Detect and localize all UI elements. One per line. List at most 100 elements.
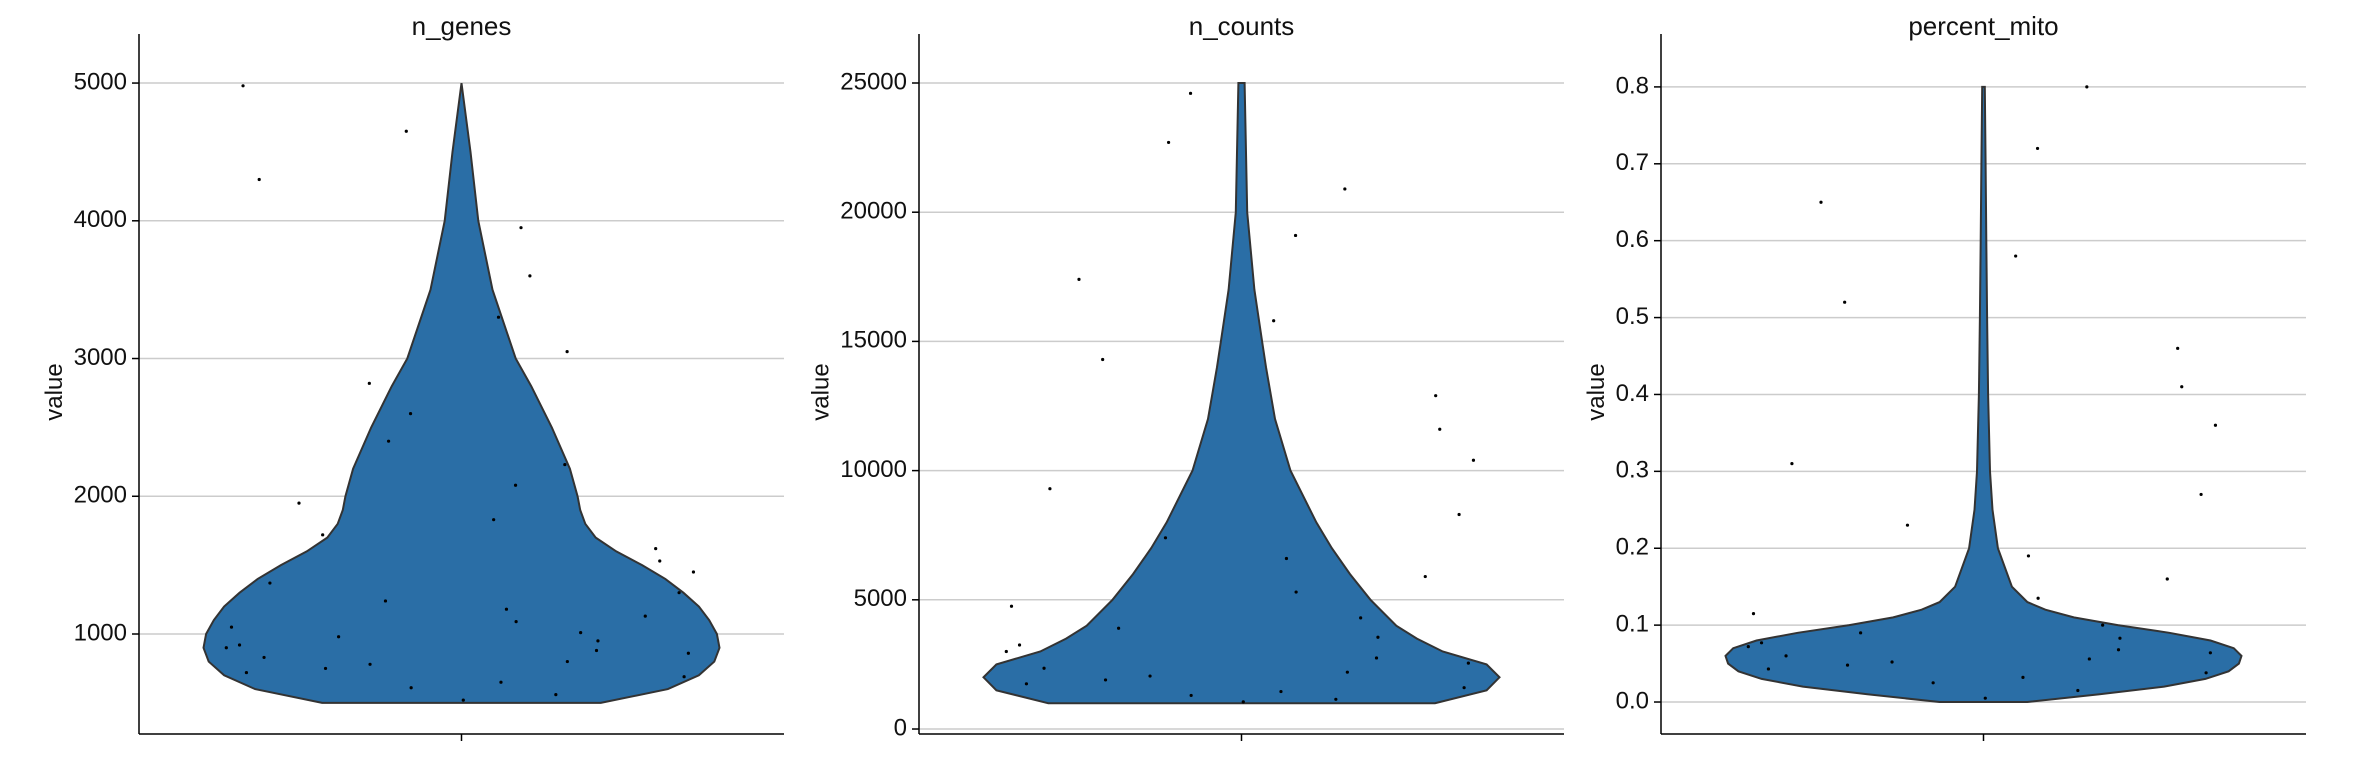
y-tick-label: 0 bbox=[894, 714, 907, 741]
point bbox=[1423, 574, 1427, 579]
point bbox=[323, 666, 328, 671]
point bbox=[677, 591, 681, 595]
y-axis-label: value bbox=[808, 363, 835, 420]
point bbox=[682, 675, 686, 679]
y-axis-label: value bbox=[1583, 363, 1610, 420]
point bbox=[1376, 635, 1380, 639]
point bbox=[1784, 654, 1788, 658]
point bbox=[565, 659, 569, 664]
point bbox=[1434, 394, 1438, 398]
point bbox=[1272, 319, 1276, 323]
point bbox=[1004, 649, 1008, 654]
panel: n_counts 0 5000 10000 15000 20000 25000 value bbox=[808, 11, 1564, 741]
point bbox=[691, 570, 696, 574]
point bbox=[2035, 146, 2040, 151]
point bbox=[1457, 512, 1461, 517]
point bbox=[1017, 643, 1022, 647]
point bbox=[1103, 678, 1108, 682]
point bbox=[321, 533, 325, 537]
point bbox=[1024, 682, 1029, 686]
point bbox=[2176, 346, 2180, 350]
point bbox=[654, 547, 658, 551]
point bbox=[1241, 700, 1245, 704]
point bbox=[461, 698, 465, 702]
point bbox=[1345, 670, 1349, 674]
point bbox=[268, 581, 272, 585]
point bbox=[504, 607, 509, 611]
y-tick-label: 4000 bbox=[74, 206, 127, 233]
point bbox=[686, 651, 690, 655]
panel-title: n_counts bbox=[1189, 11, 1295, 41]
violin bbox=[202, 82, 721, 704]
y-tick-label: 0.2 bbox=[1616, 534, 1649, 561]
point bbox=[1048, 487, 1052, 491]
point bbox=[2180, 385, 2184, 389]
y-tick-label: 5000 bbox=[854, 585, 907, 612]
point bbox=[1359, 616, 1363, 620]
point bbox=[492, 518, 496, 522]
y-tick-label: 0.6 bbox=[1616, 226, 1649, 253]
panel: percent_mito 0.0 0.1 0.2 0.3 0.4 0.5 0.6 0.7 0.8 v… bbox=[1583, 11, 2306, 741]
point bbox=[1983, 696, 1987, 700]
point bbox=[1766, 667, 1771, 671]
point bbox=[554, 693, 558, 697]
point bbox=[224, 646, 228, 650]
point bbox=[579, 631, 583, 635]
y-tick-label: 2000 bbox=[74, 482, 127, 509]
point bbox=[383, 599, 388, 603]
point bbox=[513, 483, 518, 487]
y-tick-label: 20000 bbox=[840, 198, 907, 225]
point bbox=[2101, 623, 2105, 627]
point bbox=[563, 462, 567, 467]
point bbox=[368, 662, 372, 666]
point bbox=[367, 381, 371, 385]
point bbox=[244, 670, 249, 675]
point bbox=[1189, 693, 1193, 698]
point bbox=[1294, 590, 1298, 594]
point bbox=[643, 614, 647, 618]
y-tick-label: 25000 bbox=[840, 68, 907, 95]
point bbox=[1845, 663, 1850, 667]
point bbox=[241, 84, 245, 88]
point bbox=[257, 177, 261, 182]
point bbox=[1343, 187, 1347, 191]
y-tick-label: 0.5 bbox=[1616, 303, 1649, 330]
y-tick-label: 0.8 bbox=[1616, 72, 1649, 99]
point bbox=[1334, 697, 1338, 701]
point bbox=[1746, 645, 1750, 649]
violin bbox=[982, 82, 1501, 705]
y-tick-label: 0.4 bbox=[1616, 380, 1649, 407]
violin bbox=[1724, 85, 2243, 703]
point bbox=[2014, 254, 2018, 258]
y-tick-label: 3000 bbox=[74, 344, 127, 371]
point bbox=[1905, 523, 1910, 527]
point bbox=[386, 439, 391, 443]
point bbox=[1759, 641, 1764, 645]
point bbox=[1042, 666, 1046, 670]
point bbox=[1279, 689, 1283, 694]
panel-title: n_genes bbox=[412, 11, 512, 41]
y-tick-label: 0.0 bbox=[1616, 687, 1649, 714]
point bbox=[2085, 85, 2089, 89]
y-tick-label: 15000 bbox=[840, 327, 907, 354]
point bbox=[514, 620, 518, 624]
point bbox=[262, 655, 266, 660]
point bbox=[229, 625, 234, 629]
point bbox=[1438, 427, 1442, 431]
point bbox=[2076, 688, 2080, 693]
point bbox=[1009, 604, 1014, 608]
point bbox=[1890, 660, 1894, 664]
point bbox=[1471, 458, 1476, 462]
point bbox=[2026, 554, 2031, 558]
point bbox=[237, 643, 242, 647]
point bbox=[1148, 674, 1152, 678]
point bbox=[1843, 300, 1847, 304]
y-tick-label: 10000 bbox=[840, 456, 907, 483]
point bbox=[1859, 631, 1863, 635]
point bbox=[1284, 556, 1289, 561]
y-axis-label: value bbox=[41, 363, 68, 420]
point bbox=[2087, 657, 2091, 661]
point bbox=[409, 686, 413, 690]
y-tick-label: 0.1 bbox=[1616, 610, 1649, 637]
